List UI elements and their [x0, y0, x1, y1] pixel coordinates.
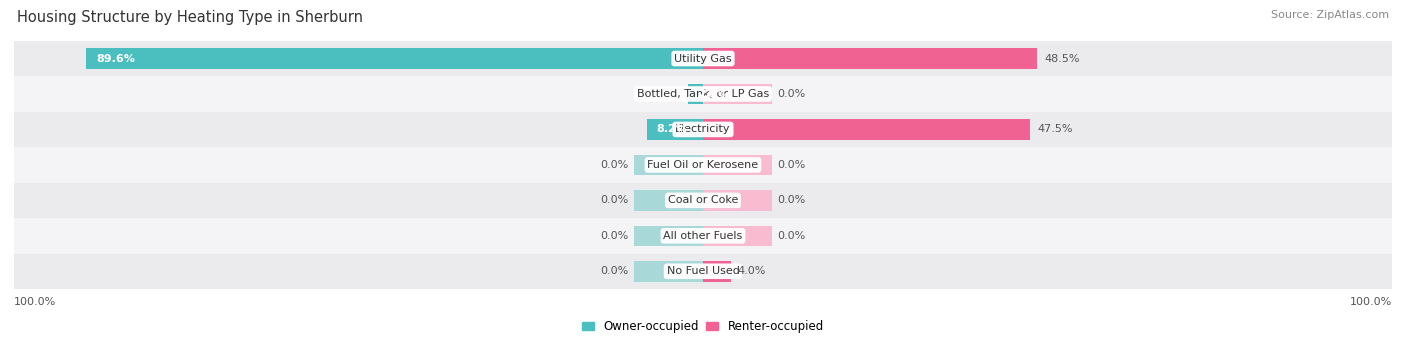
Bar — [14, 112, 1392, 147]
Bar — [14, 147, 1392, 183]
Text: Fuel Oil or Kerosene: Fuel Oil or Kerosene — [647, 160, 759, 170]
Text: 0.0%: 0.0% — [600, 231, 628, 241]
Text: 47.5%: 47.5% — [1038, 124, 1073, 134]
Text: 0.0%: 0.0% — [600, 266, 628, 276]
Text: 0.0%: 0.0% — [778, 231, 806, 241]
Text: 89.6%: 89.6% — [96, 53, 135, 64]
Text: All other Fuels: All other Fuels — [664, 231, 742, 241]
Bar — [634, 190, 703, 211]
Text: 0.0%: 0.0% — [778, 89, 806, 99]
Text: 100.0%: 100.0% — [1350, 297, 1392, 307]
Text: Electricity: Electricity — [675, 124, 731, 134]
Bar — [14, 41, 1392, 76]
Legend: Owner-occupied, Renter-occupied: Owner-occupied, Renter-occupied — [578, 315, 828, 338]
Bar — [688, 84, 703, 104]
Text: Housing Structure by Heating Type in Sherburn: Housing Structure by Heating Type in She… — [17, 10, 363, 25]
Text: Source: ZipAtlas.com: Source: ZipAtlas.com — [1271, 10, 1389, 20]
Text: 100.0%: 100.0% — [14, 297, 56, 307]
Text: 48.5%: 48.5% — [1045, 53, 1080, 64]
Bar — [634, 155, 703, 175]
Text: No Fuel Used: No Fuel Used — [666, 266, 740, 276]
Bar — [703, 155, 772, 175]
Text: 2.2%: 2.2% — [699, 89, 730, 99]
Text: Utility Gas: Utility Gas — [675, 53, 731, 64]
Text: Bottled, Tank, or LP Gas: Bottled, Tank, or LP Gas — [637, 89, 769, 99]
Bar — [703, 225, 772, 246]
Bar — [647, 119, 703, 140]
Bar — [86, 48, 703, 69]
Bar — [703, 84, 772, 104]
Text: 0.0%: 0.0% — [600, 195, 628, 205]
Bar — [14, 254, 1392, 289]
Text: Coal or Coke: Coal or Coke — [668, 195, 738, 205]
Text: 0.0%: 0.0% — [778, 195, 806, 205]
Bar — [634, 225, 703, 246]
Bar — [703, 261, 731, 282]
Bar — [14, 183, 1392, 218]
Bar — [703, 190, 772, 211]
Text: 4.0%: 4.0% — [738, 266, 766, 276]
Text: 0.0%: 0.0% — [600, 160, 628, 170]
Text: 8.2%: 8.2% — [657, 124, 688, 134]
Bar — [634, 261, 703, 282]
Bar — [703, 119, 1031, 140]
Bar — [14, 218, 1392, 254]
Bar — [14, 76, 1392, 112]
Bar — [703, 48, 1038, 69]
Text: 0.0%: 0.0% — [778, 160, 806, 170]
